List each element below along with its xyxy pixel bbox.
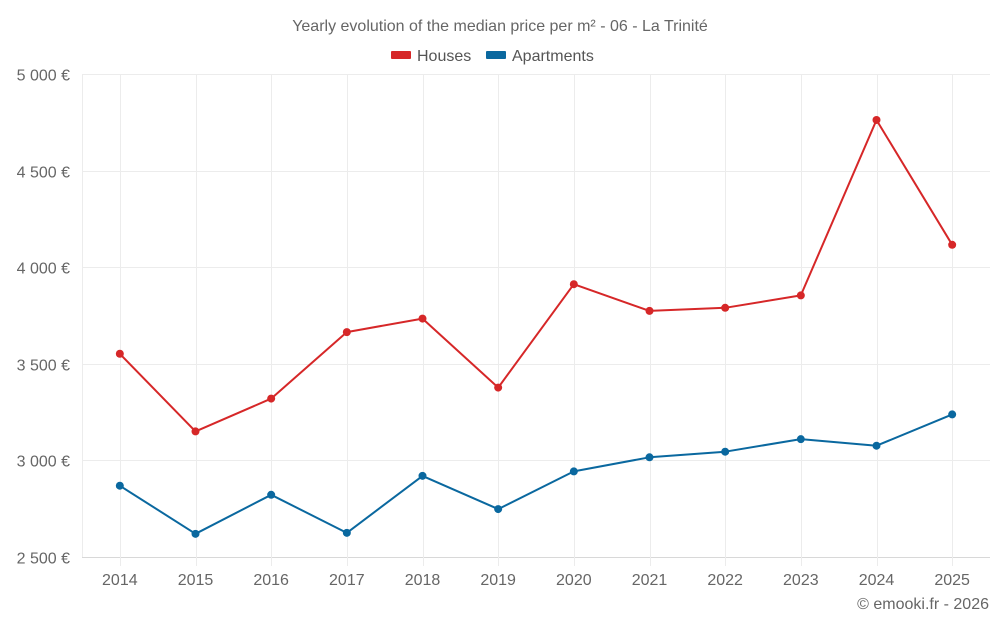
x-tick-label: 2024 — [859, 572, 895, 589]
data-point — [342, 328, 351, 337]
legend-swatch — [391, 51, 411, 59]
series-apartments — [115, 410, 957, 538]
y-tick-label: 3 500 € — [17, 358, 70, 375]
series-group — [115, 115, 957, 538]
legend: Houses Apartments — [391, 48, 594, 65]
y-axis: 2 500 € 3 000 € 3 500 € 4 000 € 4 500 € 5 000… — [17, 68, 70, 568]
data-point — [267, 394, 276, 403]
x-tick-label: 2014 — [102, 572, 138, 589]
x-tick-label: 2015 — [178, 572, 214, 589]
x-tick-label: 2023 — [783, 572, 819, 589]
credit-text: © emooki.fr - 2026 — [857, 596, 989, 613]
x-tick-label: 2022 — [707, 572, 743, 589]
chart-title: Yearly evolution of the median price per… — [292, 18, 708, 35]
x-tick-label: 2018 — [405, 572, 441, 589]
data-point — [948, 410, 957, 419]
y-tick-label: 2 500 € — [17, 551, 70, 568]
legend-label: Houses — [417, 48, 471, 65]
y-tick-label: 3 000 € — [17, 454, 70, 471]
data-point — [418, 471, 427, 480]
data-point — [721, 447, 730, 456]
data-point — [115, 349, 124, 358]
y-tick-label: 5 000 € — [17, 68, 70, 85]
legend-item-houses: Houses — [391, 48, 471, 65]
data-point — [569, 280, 578, 289]
series-houses — [115, 115, 957, 436]
series-line — [119, 413, 953, 535]
x-axis: 2014 2015 2016 2017 2018 2019 2020 2021 2022 2023… — [102, 572, 970, 589]
data-point — [494, 505, 503, 514]
data-point — [418, 314, 427, 323]
data-point — [267, 490, 276, 499]
data-point — [948, 240, 957, 249]
x-tick-label: 2021 — [632, 572, 668, 589]
legend-swatch — [486, 51, 506, 59]
data-point — [569, 467, 578, 476]
series-line — [119, 119, 954, 433]
data-point — [115, 481, 124, 490]
data-point — [645, 306, 654, 315]
legend-item-apartments: Apartments — [486, 48, 594, 65]
x-tick-label: 2025 — [934, 572, 970, 589]
data-point — [872, 441, 881, 450]
data-point — [796, 435, 805, 444]
data-point — [342, 528, 351, 537]
data-point — [494, 383, 503, 392]
data-point — [796, 291, 805, 300]
x-tick-label: 2017 — [329, 572, 365, 589]
x-tick-label: 2020 — [556, 572, 592, 589]
y-tick-label: 4 500 € — [17, 165, 70, 182]
data-point — [645, 453, 654, 462]
x-tick-label: 2016 — [253, 572, 289, 589]
data-point — [191, 529, 200, 538]
data-point — [872, 115, 881, 124]
x-tick-label: 2019 — [480, 572, 516, 589]
grid — [82, 74, 990, 566]
data-point — [191, 427, 200, 436]
legend-label: Apartments — [512, 48, 594, 65]
y-tick-label: 4 000 € — [17, 261, 70, 278]
data-point — [721, 303, 730, 312]
